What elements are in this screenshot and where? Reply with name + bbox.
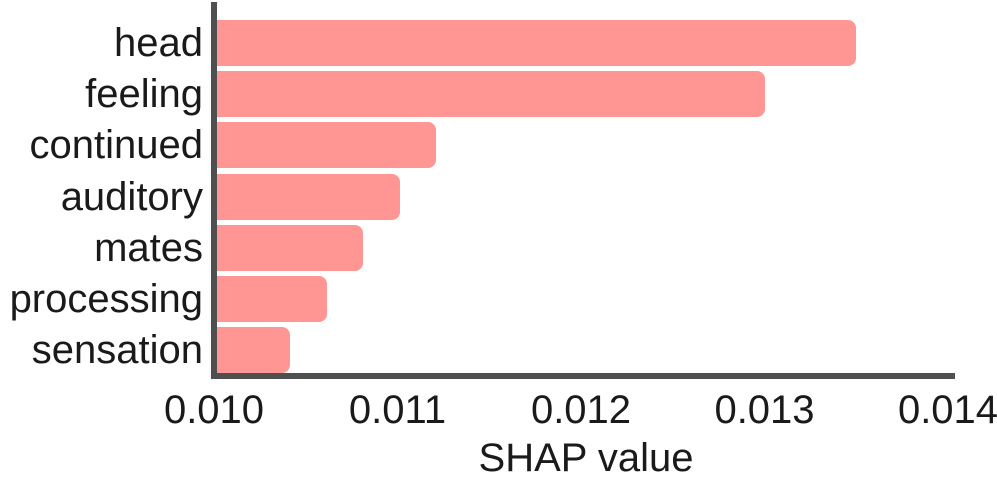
y-tick-label-head: head	[114, 21, 203, 65]
x-tick-label-0.013: 0.013	[714, 388, 815, 432]
y-tick-label-processing: processing	[9, 277, 203, 321]
bar-head	[217, 20, 857, 66]
bar-sensation	[217, 327, 291, 374]
x-tick-label-0.014: 0.014	[897, 388, 997, 432]
bar-continued	[217, 122, 437, 169]
x-tick-label-0.011: 0.011	[348, 388, 447, 432]
x-axis-title: SHAP value	[478, 436, 694, 480]
y-tick-label-feeling: feeling	[85, 72, 203, 117]
plot-area	[211, 2, 955, 379]
bar-processing	[217, 276, 327, 322]
x-tick-label-0.012: 0.012	[530, 388, 632, 432]
y-tick-label-sensation: sensation	[31, 328, 203, 373]
bar-auditory	[217, 173, 400, 220]
y-tick-label-auditory: auditory	[60, 174, 203, 219]
y-tick-label-continued: continued	[29, 123, 203, 168]
bar-mates	[217, 224, 364, 271]
y-tick-label-mates: mates	[94, 225, 203, 270]
bar-feeling	[217, 71, 766, 118]
x-tick-label-0.010: 0.010	[163, 388, 265, 432]
